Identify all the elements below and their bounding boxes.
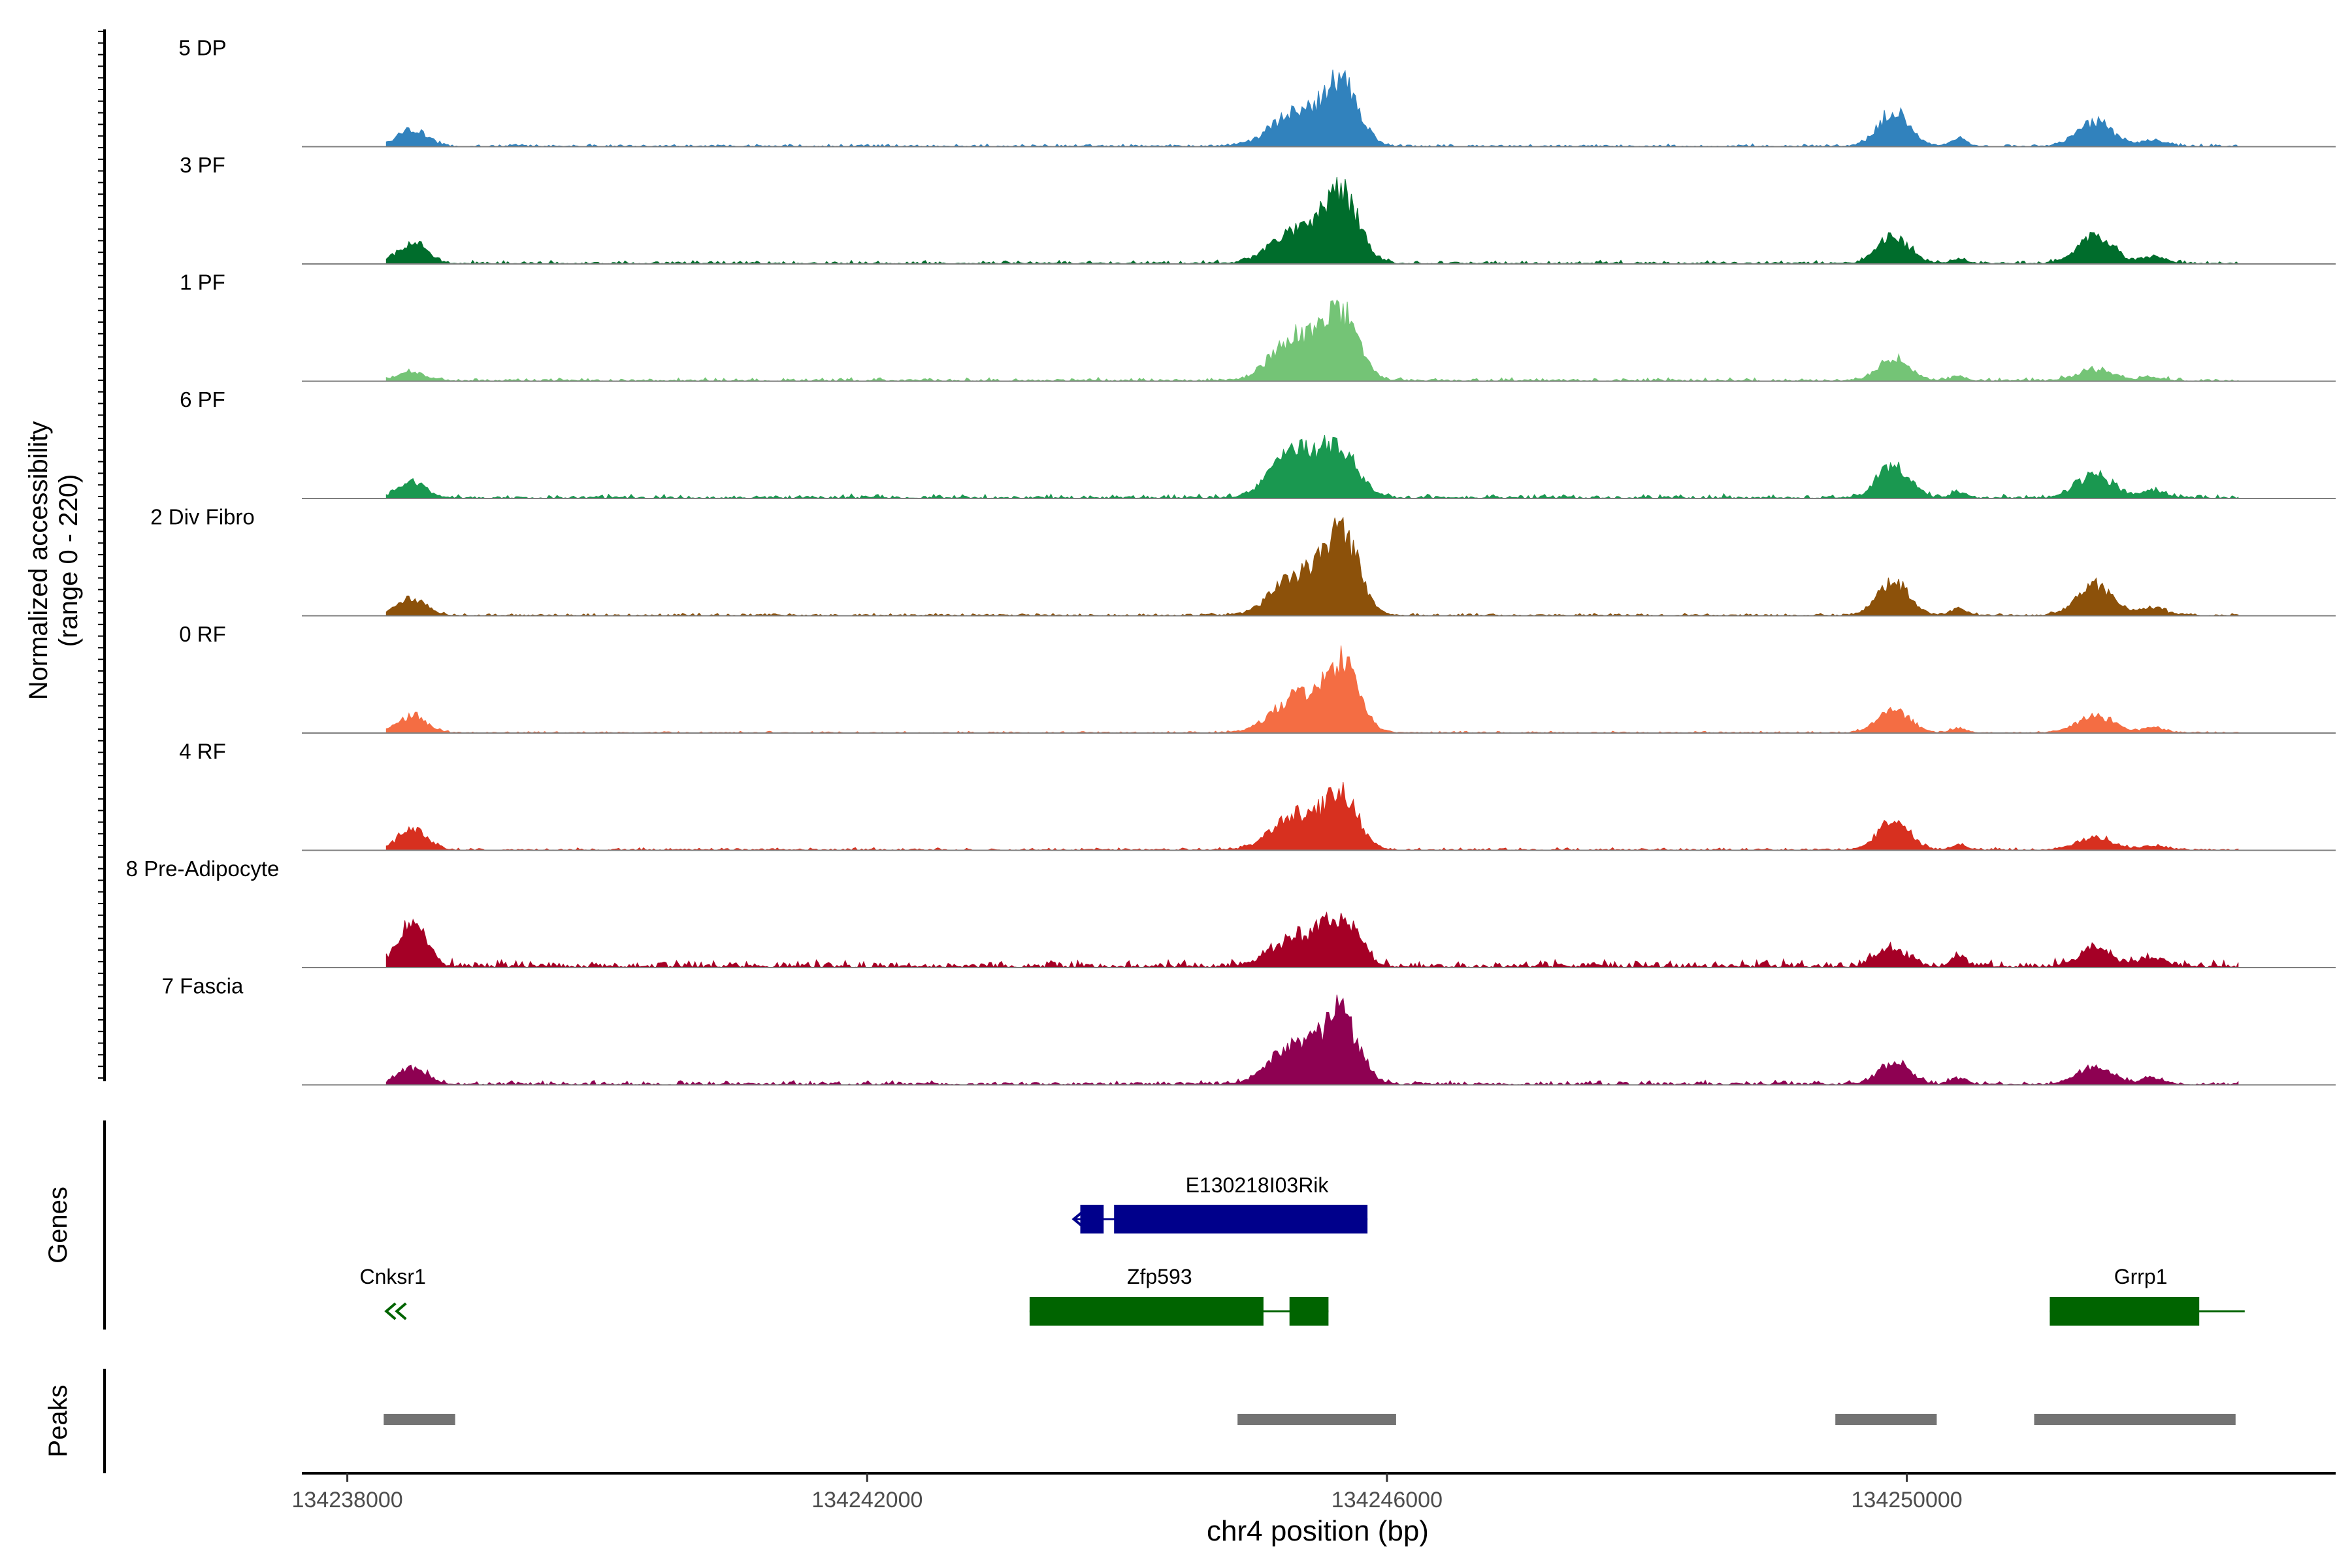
genes-panel-label: Genes: [44, 1186, 73, 1264]
gene-e130218i03rik: E130218I03Rik: [1071, 1173, 1368, 1233]
peak-regions: [384, 1414, 2236, 1425]
gene-exon: [2050, 1297, 2200, 1326]
x-axis-ticks: 134238000 134242000 134246000 134250000: [292, 1473, 1963, 1512]
y-axis-title-line1: Normalized accessibility: [24, 421, 53, 700]
gene-exon: [1289, 1297, 1329, 1326]
coverage-area: [385, 781, 2239, 851]
peak-bar: [384, 1414, 455, 1425]
x-tick-label: 134246000: [1331, 1488, 1443, 1512]
peaks-panel-label: Peaks: [44, 1384, 73, 1457]
gene-annotations: E130218I03Rik Cnksr1 Zfp593 Grrp1: [360, 1173, 2245, 1326]
track-label: 8 Pre-Adipocyte: [126, 857, 280, 881]
coverage-y-ticks: [98, 31, 105, 1079]
coverage-tracks: 5 DP 3 PF 1 PF 6 PF 2 Div Fibro 0 RF 4 RF 8 Pre…: [126, 36, 2336, 1086]
strand-arrow: [384, 1302, 407, 1320]
track-label: 5 DP: [178, 36, 226, 60]
gene-exon: [1029, 1297, 1264, 1326]
x-axis-title: chr4 position (bp): [1207, 1515, 1429, 1547]
gene-label: E130218I03Rik: [1186, 1173, 1330, 1197]
gene-label: Grrp1: [2114, 1265, 2168, 1288]
track-4-rf: 4 RF: [179, 740, 2336, 851]
peak-bar: [1237, 1414, 1396, 1425]
track-label: 4 RF: [179, 740, 226, 764]
gene-grrp1: Grrp1: [2050, 1265, 2245, 1326]
peak-bar: [2034, 1414, 2236, 1425]
track-label: 2 Div Fibro: [150, 505, 255, 529]
gene-cnksr1: Cnksr1: [360, 1265, 426, 1320]
track-label: 3 PF: [180, 153, 225, 177]
strand-arrow: [1071, 1211, 1083, 1227]
peak-bar: [1835, 1414, 1937, 1425]
coverage-area: [385, 911, 2239, 969]
coverage-area: [385, 516, 2239, 617]
gene-exon: [1080, 1205, 1104, 1233]
track-label: 0 RF: [179, 622, 226, 646]
x-tick-label: 134250000: [1852, 1488, 1963, 1512]
x-tick-label: 134242000: [811, 1488, 923, 1512]
coverage-area: [385, 176, 2239, 265]
track-label: 7 Fascia: [162, 974, 244, 998]
gene-exon: [1114, 1205, 1368, 1233]
coverage-area: [385, 994, 2239, 1086]
track-label: 1 PF: [180, 270, 225, 295]
gene-zfp593: Zfp593: [1029, 1265, 1329, 1326]
track-2-div-fibro: 2 Div Fibro: [150, 505, 2336, 617]
track-8-pre-adipocyte: 8 Pre-Adipocyte: [126, 857, 2336, 969]
track-7-fascia: 7 Fascia: [162, 974, 2336, 1086]
x-tick-label: 134238000: [292, 1488, 403, 1512]
track-3-pf: 3 PF: [180, 153, 2336, 265]
track-0-rf: 0 RF: [179, 622, 2336, 734]
track-6-pf: 6 PF: [180, 387, 2336, 499]
gene-label: Zfp593: [1127, 1265, 1192, 1288]
track-label: 6 PF: [180, 387, 225, 412]
y-axis-title-line2: (range 0 - 220): [54, 474, 83, 647]
track-1-pf: 1 PF: [180, 270, 2336, 382]
track-5-dp: 5 DP: [178, 36, 2336, 148]
coverage-area: [385, 299, 2239, 382]
gene-label: Cnksr1: [360, 1265, 426, 1288]
